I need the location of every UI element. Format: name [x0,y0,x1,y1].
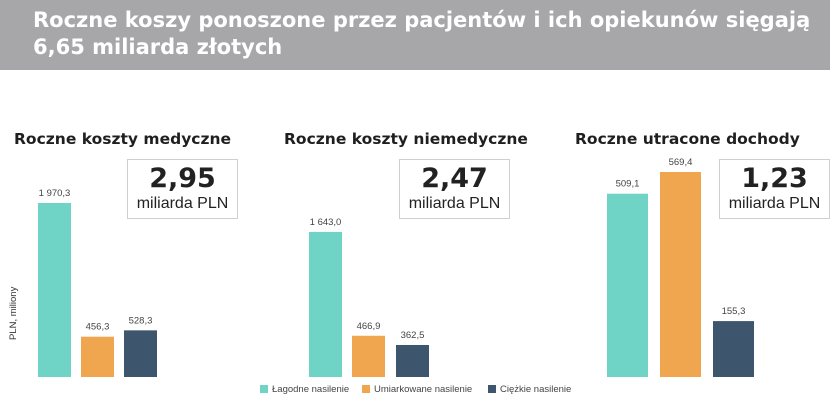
legend-label-mild: Łagodne nasilenie [272,384,350,395]
bar-label-2-severe: 362,5 [401,330,425,341]
bar-1-moderate [81,336,114,377]
bar-label-3-mild: 509,1 [616,179,640,190]
bar-label-3-moderate: 569,4 [669,157,693,168]
legend-item-moderate: Umiarkowane nasilenie [362,384,472,395]
bar-2-moderate [352,335,385,377]
panel-title-lost-income: Roczne utracone dochody [575,130,800,148]
legend-label-severe: Ciężkie nasilenie [500,384,572,395]
bar-3-severe [713,321,754,377]
total-box-nonmedical: 2,47 miliarda PLN [399,159,510,219]
legend-swatch-severe [488,385,496,393]
legend-label-moderate: Umiarkowane nasilenie [374,384,473,395]
total-unit-medical: miliarda PLN [136,195,229,212]
total-value-lost-income: 1,23 [741,163,808,194]
total-value-medical: 2,95 [149,163,216,194]
legend-item-severe: Ciężkie nasilenie [488,384,571,395]
bar-label-1-mild: 1 970,3 [39,188,71,199]
bar-label-1-severe: 528,3 [129,315,153,326]
bar-label-3-severe: 155,3 [722,306,746,317]
bar-label-2-moderate: 466,9 [357,321,381,332]
panel-title-nonmedical: Roczne koszty niemedyczne [284,130,528,148]
legend-swatch-mild [260,385,268,393]
bar-1-mild [38,203,71,377]
total-unit-nonmedical: miliarda PLN [408,195,501,212]
title-banner: Roczne koszy ponoszone przez pacjentów i… [0,0,830,70]
total-box-medical: 2,95 miliarda PLN [127,159,238,219]
bar-2-severe [396,344,429,377]
legend-swatch-moderate [362,385,370,393]
total-box-lost-income: 1,23 miliarda PLN [719,159,830,219]
title-line-1: Roczne koszy ponoszone przez pacjentów i… [33,8,811,32]
bar-label-1-moderate: 456,3 [86,322,110,333]
bar-1-severe [124,330,157,377]
panel-title-medical: Roczne koszty medyczne [14,130,232,148]
bar-3-moderate [660,172,701,377]
title-line-2: 6,65 miliarda złotych [33,35,283,59]
bar-3-mild [607,193,648,377]
bar-label-2-mild: 1 643,0 [310,217,342,228]
total-unit-lost-income: miliarda PLN [728,195,821,212]
legend-item-mild: Łagodne nasilenie [260,384,349,395]
total-value-nonmedical: 2,47 [421,163,488,194]
bar-2-mild [309,231,342,377]
